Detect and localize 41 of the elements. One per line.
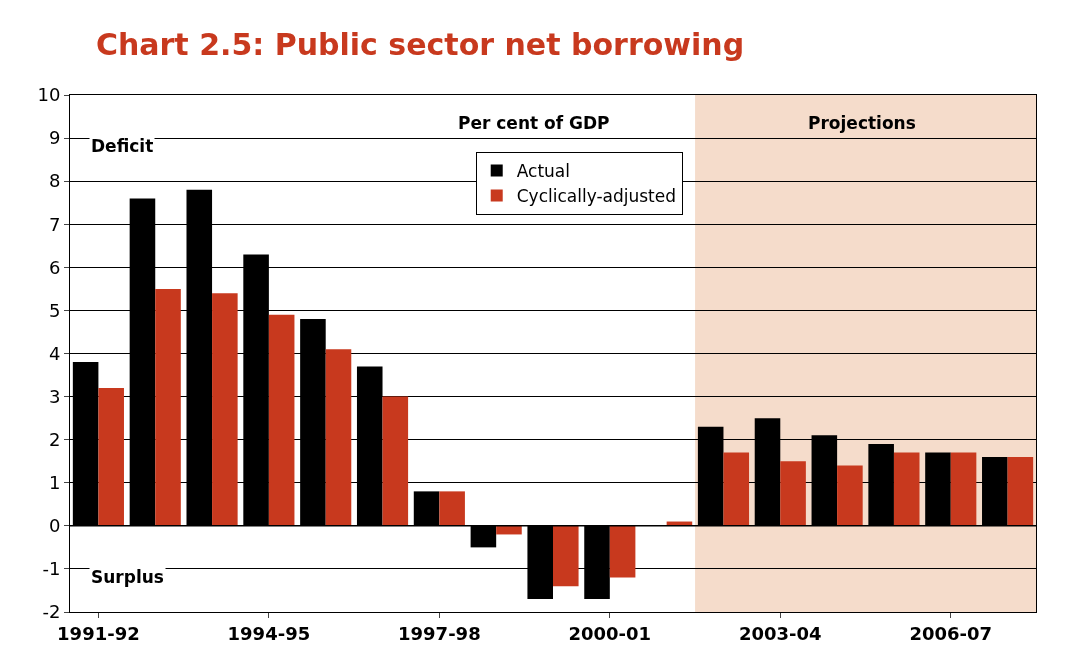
bar bbox=[893, 452, 920, 526]
y-tick-label: 7 bbox=[48, 213, 61, 235]
y-tick-label: 9 bbox=[48, 127, 61, 149]
y-tick-label: 3 bbox=[48, 385, 61, 407]
y-tick-label: 4 bbox=[48, 342, 61, 364]
bar bbox=[382, 396, 409, 526]
bar bbox=[780, 461, 806, 526]
y-tick-label: 6 bbox=[48, 256, 61, 278]
y-tick-label: 2 bbox=[48, 428, 61, 450]
bar bbox=[98, 387, 124, 526]
annotation: Deficit bbox=[91, 136, 154, 156]
bar bbox=[553, 525, 579, 587]
x-tick-label: 1991-92 bbox=[57, 622, 140, 644]
bar bbox=[609, 525, 636, 578]
annotation: Surplus bbox=[91, 567, 164, 587]
x-tick-label: 2000-01 bbox=[568, 622, 652, 644]
y-tick-label: -2 bbox=[42, 601, 61, 623]
x-tick-label: 2006-07 bbox=[909, 622, 993, 644]
y-tick-label: 0 bbox=[48, 515, 61, 537]
annotation: Projections bbox=[808, 113, 916, 133]
bar bbox=[325, 349, 352, 526]
chart-title: Chart 2.5: Public sector net borrowing bbox=[95, 26, 745, 62]
bar bbox=[837, 465, 863, 526]
x-tick-label: 1997-98 bbox=[398, 622, 481, 644]
y-tick-label: -1 bbox=[42, 558, 61, 580]
legend-label: Actual bbox=[516, 161, 570, 182]
y-tick-label: 8 bbox=[48, 170, 61, 192]
bar bbox=[950, 452, 977, 526]
bar bbox=[212, 293, 238, 526]
y-tick-label: 1 bbox=[48, 472, 61, 494]
bar bbox=[268, 314, 295, 526]
annotation: Per cent of GDP bbox=[458, 113, 610, 133]
x-tick-label: 1994-95 bbox=[227, 622, 311, 644]
legend-label: Cyclically-adjusted bbox=[516, 186, 677, 207]
y-tick-label: 10 bbox=[37, 84, 61, 106]
bar bbox=[723, 452, 750, 526]
x-tick-label: 2003-04 bbox=[738, 622, 822, 644]
y-tick-label: 5 bbox=[48, 299, 61, 321]
bar bbox=[1007, 456, 1034, 526]
bar bbox=[439, 491, 465, 526]
bar bbox=[155, 288, 181, 526]
